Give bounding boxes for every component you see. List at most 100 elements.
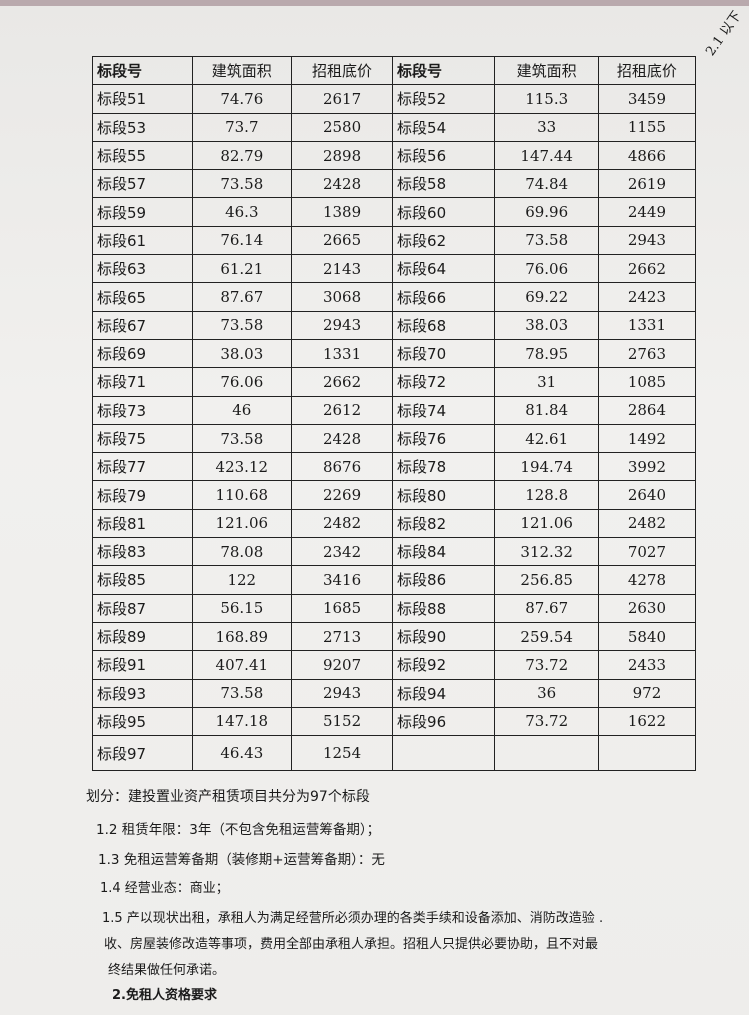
- table-row: 标段73 46 2612 标段74 81.84 2864: [92, 395, 697, 425]
- floor-area-cell: 69.96: [494, 197, 599, 227]
- reserve-rent-cell: 2665: [291, 225, 394, 256]
- table-row: 标段83 78.08 2342 标段84 312.32 7027: [92, 537, 697, 567]
- reserve-rent-cell: 2617: [291, 84, 394, 114]
- table-row: 标段89 168.89 2713 标段90 259.54 5840: [92, 621, 697, 652]
- table-row: 标段81 121.06 2482 标段82 121.06 2482: [92, 508, 697, 539]
- reserve-rent-cell: 4278: [597, 565, 697, 595]
- rent-free-period: 1.3 免租运营筹备期（装修期+运营筹备期）：无: [98, 852, 385, 868]
- floor-area-cell: 31: [494, 367, 599, 397]
- floor-area-cell: 73.58: [191, 169, 293, 199]
- reserve-rent-cell: 2713: [291, 621, 394, 652]
- lot-id-cell: 标段91: [92, 650, 193, 680]
- reserve-rent-cell: 5840: [597, 621, 697, 652]
- floor-area-cell: 46.43: [191, 735, 293, 772]
- reserve-rent-cell: 2662: [291, 367, 394, 397]
- table-row: 标段59 46.3 1389 标段60 69.96 2449: [92, 197, 697, 227]
- reserve-rent-cell: 2943: [291, 678, 394, 708]
- reserve-rent-cell: 2143: [291, 254, 394, 284]
- floor-area-cell: 81.84: [494, 395, 599, 425]
- reserve-rent-cell: 2630: [597, 593, 697, 623]
- floor-area-cell: 73.58: [494, 225, 599, 256]
- floor-area-cell: 256.85: [494, 565, 599, 595]
- lot-id-cell: 标段84: [392, 537, 496, 567]
- floor-area-cell: 259.54: [494, 621, 599, 652]
- lot-id-cell: 标段90: [392, 621, 496, 652]
- table-row: 标段69 38.03 1331 标段70 78.95 2763: [92, 338, 697, 369]
- floor-area-cell: 33: [494, 112, 599, 142]
- lot-id-cell: 标段87: [92, 593, 193, 623]
- reserve-rent-cell: 2433: [597, 650, 697, 680]
- floor-area-cell: 110.68: [191, 480, 293, 510]
- floor-area-cell: 46.3: [191, 197, 293, 227]
- table-header-row: 标段号 建筑面积 招租底价 标段号 建筑面积 招租底价: [92, 55, 697, 86]
- lot-id-cell: 标段58: [392, 169, 496, 199]
- reserve-rent-cell: 1085: [597, 367, 697, 397]
- floor-area-cell: 76.06: [494, 254, 599, 284]
- lot-id-cell: 标段65: [92, 282, 193, 312]
- table-row: 标段75 73.58 2428 标段76 42.61 1492: [92, 423, 697, 454]
- floor-area-cell: 38.03: [494, 310, 599, 340]
- lot-id-cell: 标段56: [392, 140, 496, 171]
- reserve-rent-cell: 1389: [291, 197, 394, 227]
- reserve-rent-cell: 2763: [597, 338, 697, 369]
- clause-1-5-line1: 1.5 产以现状出租，承租人为满足经营所必须办理的各类手续和设备添加、消防改造验…: [102, 911, 604, 926]
- lot-id-cell: 标段72: [392, 367, 496, 397]
- reserve-rent-cell: 3416: [291, 565, 394, 595]
- lot-id-cell: 标段79: [92, 480, 193, 510]
- clause-1-5-line2: 收、房屋装修改造等事项，费用全部由承租人承担。招租人只提供必要协助，且不对最: [104, 937, 599, 952]
- table-row: 标段63 61.21 2143 标段64 76.06 2662: [92, 254, 697, 284]
- lot-id-cell: 标段80: [392, 480, 496, 510]
- reserve-rent-cell: 1685: [291, 593, 394, 623]
- section-2-heading: 2.免租人资格要求: [112, 988, 217, 1003]
- table-row: 标段93 73.58 2943 标段94 36 972: [92, 678, 697, 708]
- reserve-rent-cell: 1622: [597, 706, 697, 737]
- lot-id-cell: 标段81: [92, 508, 193, 539]
- header-cell: 标段号: [392, 55, 496, 86]
- reserve-rent-cell: 1155: [597, 112, 697, 142]
- corner-note: 2.1 以下: [703, 8, 745, 59]
- floor-area-cell: 194.74: [494, 452, 599, 482]
- table-row: 标段77 423.12 8676 标段78 194.74 3992: [92, 452, 697, 482]
- floor-area-cell: 78.95: [494, 338, 599, 369]
- lot-id-cell: 标段63: [92, 254, 193, 284]
- floor-area-cell: 78.08: [191, 537, 293, 567]
- reserve-rent-cell: 2428: [291, 169, 394, 199]
- floor-area-cell: 73.72: [494, 650, 599, 680]
- lot-id-cell: 标段97: [92, 735, 193, 772]
- floor-area-cell: 73.58: [191, 310, 293, 340]
- reserve-rent-cell: 2482: [291, 508, 394, 539]
- floor-area-cell: 121.06: [494, 508, 599, 539]
- page-edge: [0, 0, 749, 6]
- lot-id-cell: 标段53: [92, 112, 193, 142]
- reserve-rent-cell: 2943: [291, 310, 394, 340]
- lot-id-cell: 标段92: [392, 650, 496, 680]
- floor-area-cell: 46: [191, 395, 293, 425]
- header-cell: 招租底价: [291, 55, 394, 86]
- lot-id-cell: 标段75: [92, 423, 193, 454]
- reserve-rent-cell: 1254: [291, 735, 394, 772]
- table-row: 标段67 73.58 2943 标段68 38.03 1331: [92, 310, 697, 340]
- floor-area-cell: 87.67: [191, 282, 293, 312]
- floor-area-cell: 74.84: [494, 169, 599, 199]
- lot-id-cell: 标段96: [392, 706, 496, 737]
- reserve-rent-cell: 2423: [597, 282, 697, 312]
- floor-area-cell: 38.03: [191, 338, 293, 369]
- floor-area-cell: 74.76: [191, 84, 293, 114]
- lease-term: 1.2 租赁年限：3年（不包含免租运营筹备期）；: [96, 822, 381, 838]
- table-row: 标段71 76.06 2662 标段72 31 1085: [92, 367, 697, 397]
- lot-id-cell: 标段61: [92, 225, 193, 256]
- floor-area-cell: 61.21: [191, 254, 293, 284]
- lot-id-cell: 标段55: [92, 140, 193, 171]
- table-row: 标段97 46.43 1254: [92, 735, 697, 772]
- floor-area-cell: 36: [494, 678, 599, 708]
- reserve-rent-cell: 3992: [597, 452, 697, 482]
- reserve-rent-cell: 4866: [597, 140, 697, 171]
- header-cell: 标段号: [92, 55, 193, 86]
- lot-id-cell: 标段66: [392, 282, 496, 312]
- reserve-rent-cell: 2342: [291, 537, 394, 567]
- floor-area-cell: 121.06: [191, 508, 293, 539]
- floor-area-cell: 407.41: [191, 650, 293, 680]
- reserve-rent-cell: 2428: [291, 423, 394, 454]
- lot-id-cell: 标段70: [392, 338, 496, 369]
- reserve-rent-cell: 1492: [597, 423, 697, 454]
